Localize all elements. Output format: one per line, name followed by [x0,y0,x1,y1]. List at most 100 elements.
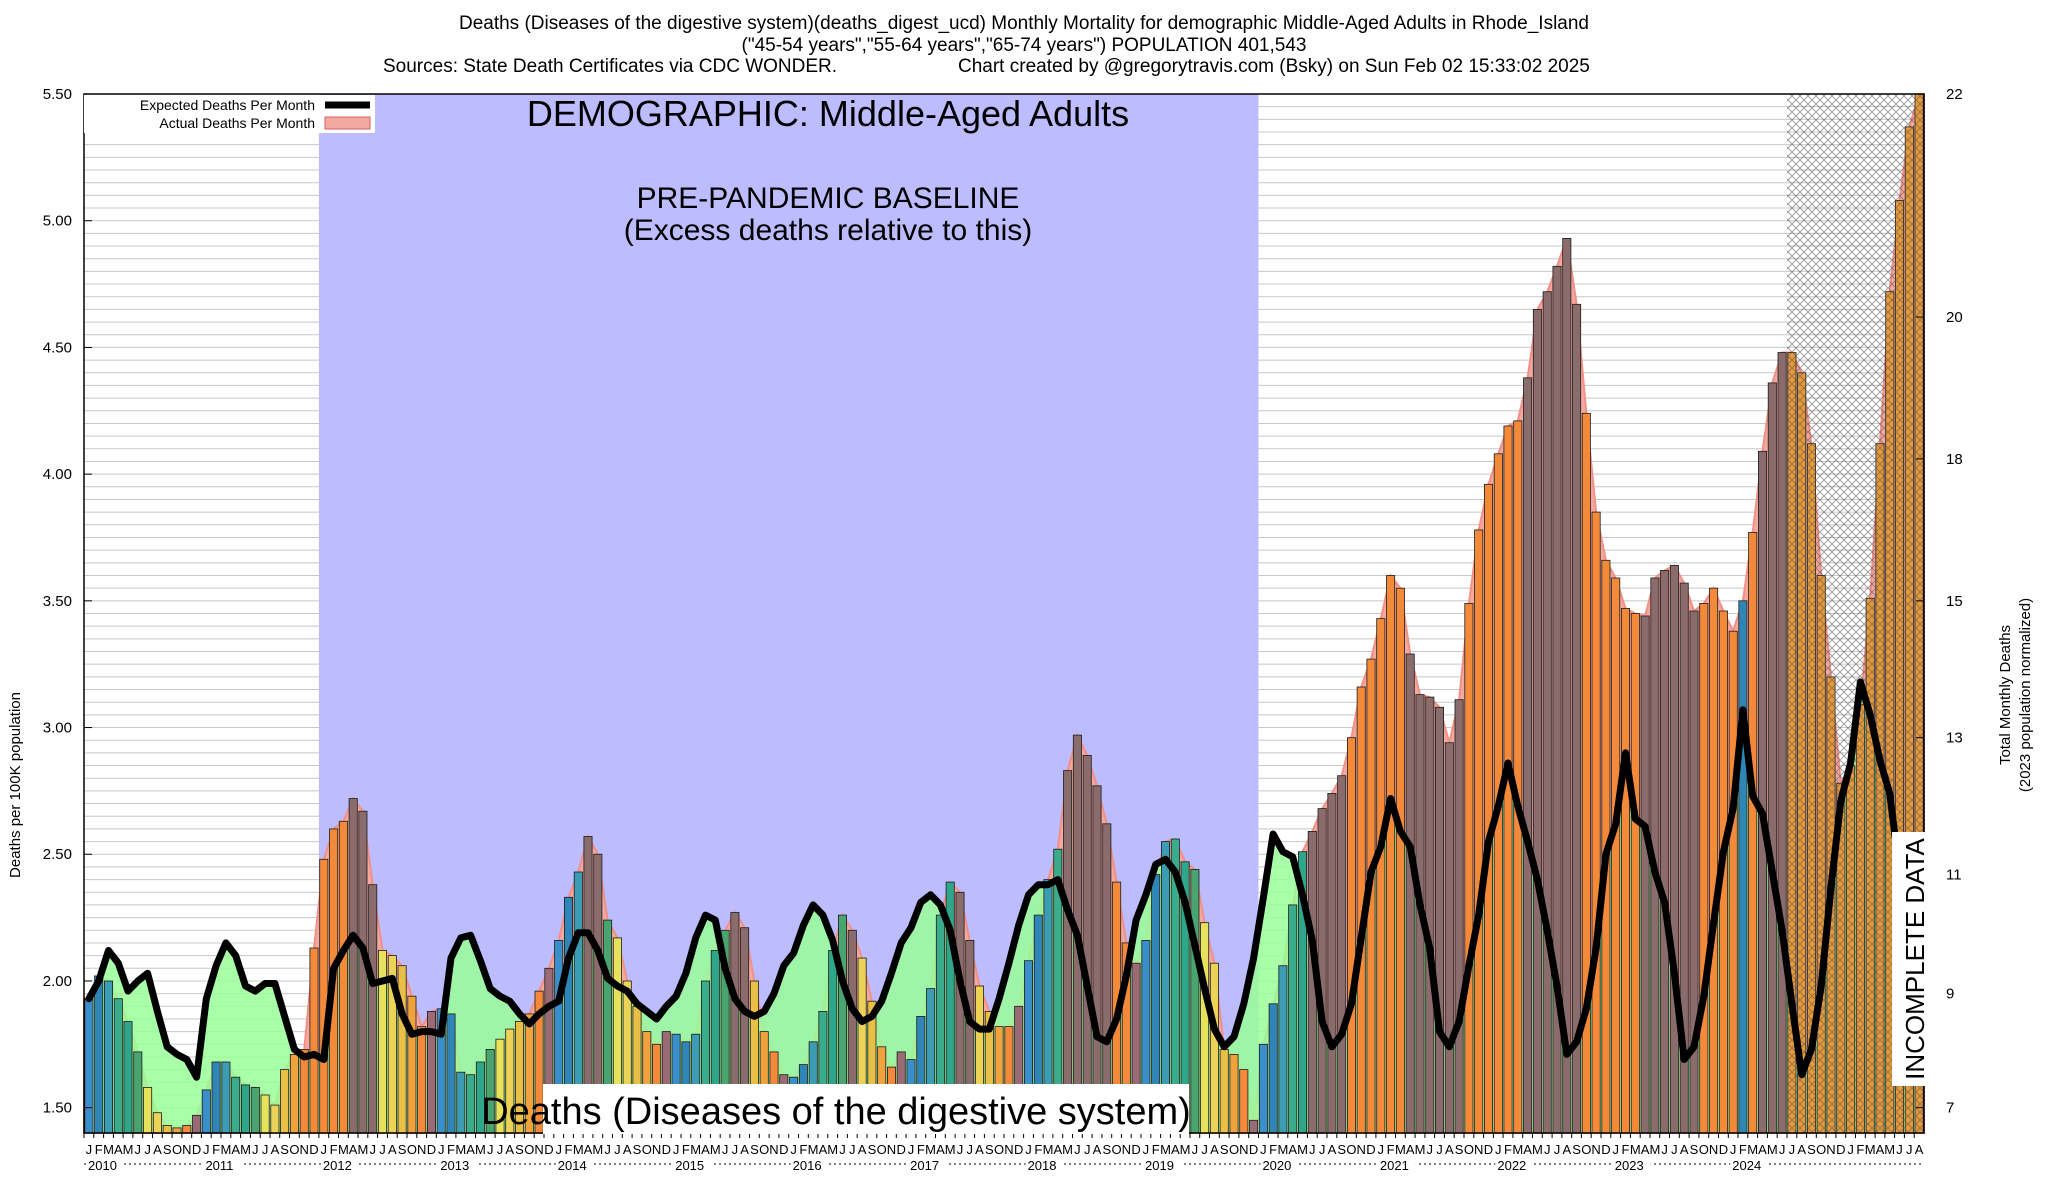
x-month-label: M [455,1142,466,1157]
bar [1640,615,1650,1134]
x-month-label: J [1847,1142,1854,1157]
x-month-label: J [144,1142,151,1157]
x-month-label: A [1915,1142,1924,1157]
y-axis-right-label: Total Monthly Deaths [1997,625,2014,765]
x-month-label: J [1495,1142,1502,1157]
incomplete-data-label: INCOMPLETE DATA [1900,837,1930,1079]
x-month-label: F [1387,1142,1395,1157]
x-month-label: O [1581,1142,1591,1157]
x-month-label: N [1122,1142,1131,1157]
x-month-label: N [417,1142,426,1157]
x-month-label: A [584,1142,593,1157]
x-month-label: D [1249,1142,1258,1157]
y-tick-label: 2.50 [43,846,72,863]
x-month-label: M [1649,1142,1660,1157]
x-year-label: 2010 [88,1158,117,1173]
x-month-label: S [1102,1142,1111,1157]
x-month-label: F [682,1142,690,1157]
y-axis-right-sublabel: (2023 population normalized) [2017,598,2034,792]
x-month-label: A [975,1142,984,1157]
bar [1660,570,1670,1134]
x-month-label: A [1171,1142,1180,1157]
bar [1611,577,1621,1134]
x-month-label: M [592,1142,603,1157]
bar [1484,483,1494,1134]
x-month-label: M [1767,1142,1778,1157]
x-month-label: J [1319,1142,1326,1157]
x-month-label: S [1807,1142,1816,1157]
x-month-label: J [614,1142,621,1157]
bar [299,1049,309,1134]
bar [1278,965,1288,1134]
x-month-label: D [427,1142,436,1157]
y-tick-label-right: 22 [1946,86,1963,103]
y-tick-label-right: 15 [1946,593,1963,610]
bar [84,998,94,1134]
x-month-label: J [1260,1142,1267,1157]
x-month-label: M [1415,1142,1426,1157]
bar [1268,1003,1278,1134]
chart-title-line2: ("45-54 years","55-64 years","65-74 year… [741,35,1307,56]
bar [1327,793,1337,1134]
y-axis-left-label: Deaths per 100K population [7,692,24,878]
x-month-label: M [827,1142,838,1157]
x-month-label: O [759,1142,769,1157]
bar [417,1026,427,1134]
x-month-label: S [1455,1142,1464,1157]
bar [1669,565,1679,1134]
y-tick-label: 4.50 [43,339,72,356]
bar [231,1076,241,1134]
x-month-label: M [240,1142,251,1157]
bar [1082,755,1092,1134]
bar [1709,587,1719,1134]
x-month-label: A [1876,1142,1885,1157]
x-month-label: M [1043,1142,1054,1157]
x-month-label: A [740,1142,749,1157]
y-tick-label: 1.50 [43,1100,72,1117]
y-tick-label: 2.00 [43,973,72,990]
x-month-label: O [1112,1142,1122,1157]
bar [152,1112,162,1134]
x-month-label: F [1152,1142,1160,1157]
x-month-label: M [103,1142,114,1157]
x-month-label: S [1220,1142,1229,1157]
x-month-label: S [1337,1142,1346,1157]
x-month-label: J [1426,1142,1433,1157]
x-month-label: M [1277,1142,1288,1157]
x-year-label: 2011 [205,1158,233,1173]
bar [1542,291,1552,1134]
x-month-label: D [1014,1142,1023,1157]
x-month-label: J [1309,1142,1316,1157]
x-month-label: J [379,1142,386,1157]
bar [1376,618,1386,1134]
bottom-label: Deaths (Diseases of the digestive system… [481,1091,1191,1133]
x-month-label: J [966,1142,973,1157]
x-month-label: M [1630,1142,1641,1157]
bar [1209,962,1219,1134]
x-month-label: F [1034,1142,1042,1157]
expected-deaths-line [85,678,1923,1081]
bar [1435,706,1445,1134]
x-month-label: D [1719,1142,1728,1157]
bar [1239,1069,1249,1134]
bar [240,1084,250,1134]
x-month-label: J [839,1142,846,1157]
bottom-label-box [543,1084,1189,1134]
x-month-label: J [1661,1142,1668,1157]
bar [201,1089,211,1134]
x-month-label: A [1758,1142,1767,1157]
x-month-label: S [1690,1142,1699,1157]
bar [338,820,348,1134]
x-year-label: 2022 [1497,1158,1526,1173]
x-month-label: A [1641,1142,1650,1157]
y-tick-label-right: 7 [1946,1100,1954,1117]
x-month-label: J [1201,1142,1208,1157]
x-month-label: O [524,1142,534,1157]
x-month-label: D [1836,1142,1845,1157]
x-month-label: O [1346,1142,1356,1157]
x-year-label: 2023 [1615,1158,1644,1173]
bar [1395,587,1405,1134]
x-month-label: A [231,1142,240,1157]
bar [407,995,417,1134]
